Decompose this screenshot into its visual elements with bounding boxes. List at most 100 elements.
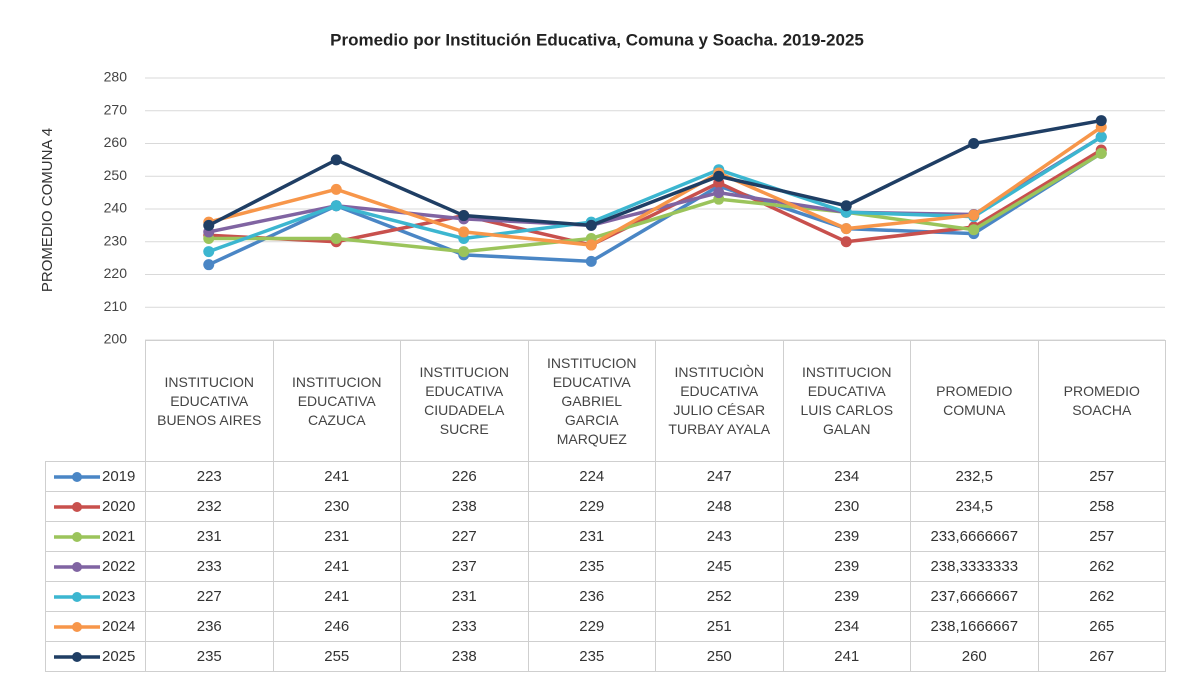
value-cell: 231	[401, 582, 529, 612]
page: Promedio por Institución Educativa, Comu…	[0, 0, 1183, 677]
category-label: INSTITUCION EDUCATIVA BUENOS AIRES	[146, 341, 274, 462]
point	[331, 154, 342, 165]
legend-label: 2019	[102, 468, 135, 485]
y-tick-label: 270	[104, 101, 128, 117]
value-cell: 236	[528, 582, 656, 612]
legend-label: 2023	[102, 588, 135, 605]
value-cell: 231	[528, 522, 656, 552]
value-cell: 245	[656, 552, 784, 582]
point	[586, 256, 597, 267]
point	[458, 246, 469, 257]
point	[458, 226, 469, 237]
legend-icon	[52, 530, 102, 544]
value-cell: 257	[1038, 462, 1166, 492]
legend-icon	[52, 590, 102, 604]
value-cell: 262	[1038, 582, 1166, 612]
category-label: INSTITUCION EDUCATIVA LUIS CARLOS GALAN	[783, 341, 911, 462]
point	[713, 171, 724, 182]
point	[203, 246, 214, 257]
value-cell: 238,3333333	[911, 552, 1039, 582]
legend-label: 2024	[102, 618, 135, 635]
value-cell: 234	[783, 462, 911, 492]
value-cell: 234	[783, 612, 911, 642]
legend-entry: 2021	[46, 522, 146, 552]
point	[586, 220, 597, 231]
legend-marker	[72, 622, 82, 632]
value-cell: 252	[656, 582, 784, 612]
legend-marker	[72, 502, 82, 512]
point	[1096, 131, 1107, 142]
value-cell: 230	[783, 492, 911, 522]
legend-marker	[72, 652, 82, 662]
value-cell: 267	[1038, 642, 1166, 672]
point	[1096, 115, 1107, 126]
value-cell: 246	[273, 612, 401, 642]
value-cell: 236	[146, 612, 274, 642]
y-tick-label: 280	[104, 69, 128, 85]
value-cell: 257	[1038, 522, 1166, 552]
value-cell: 238	[401, 642, 529, 672]
value-cell: 235	[146, 642, 274, 672]
value-cell: 239	[783, 582, 911, 612]
value-cell: 260	[911, 642, 1039, 672]
point	[841, 236, 852, 247]
value-cell: 223	[146, 462, 274, 492]
value-cell: 232	[146, 492, 274, 522]
y-tick-label: 250	[104, 167, 128, 183]
legend-entry: 2023	[46, 582, 146, 612]
value-cell: 241	[783, 642, 911, 672]
value-cell: 231	[273, 522, 401, 552]
category-label: INSTITUCION EDUCATIVA CAZUCA	[273, 341, 401, 462]
value-cell: 232,5	[911, 462, 1039, 492]
value-cell: 239	[783, 522, 911, 552]
value-cell: 229	[528, 492, 656, 522]
legend-entry: 2019	[46, 462, 146, 492]
point	[203, 220, 214, 231]
legend-label: 2020	[102, 498, 135, 515]
value-cell: 226	[401, 462, 529, 492]
value-cell: 237	[401, 552, 529, 582]
value-cell: 234,5	[911, 492, 1039, 522]
value-cell: 237,6666667	[911, 582, 1039, 612]
value-cell: 227	[146, 582, 274, 612]
legend-marker	[72, 592, 82, 602]
point	[203, 259, 214, 270]
data-row: 2020232230238229248230234,5258	[46, 492, 1166, 522]
value-cell: 248	[656, 492, 784, 522]
y-tick-label: 220	[104, 265, 128, 281]
point	[586, 240, 597, 251]
data-row: 2019223241226224247234232,5257	[46, 462, 1166, 492]
value-cell: 251	[656, 612, 784, 642]
legend-label: 2025	[102, 648, 135, 665]
value-cell: 238,1666667	[911, 612, 1039, 642]
category-label: INSTITUCIÒN EDUCATIVA JULIO CÉSAR TURBAY…	[656, 341, 784, 462]
value-cell: 235	[528, 552, 656, 582]
value-cell: 230	[273, 492, 401, 522]
value-cell: 233	[401, 612, 529, 642]
value-cell: 241	[273, 552, 401, 582]
chart-title: Promedio por Institución Educativa, Comu…	[330, 30, 864, 49]
value-cell: 238	[401, 492, 529, 522]
value-cell: 258	[1038, 492, 1166, 522]
category-label: PROMEDIO SOACHA	[1038, 341, 1166, 462]
value-cell: 243	[656, 522, 784, 552]
data-row: 2022233241237235245239238,3333333262	[46, 552, 1166, 582]
value-cell: 233,6666667	[911, 522, 1039, 552]
legend-icon	[52, 470, 102, 484]
legend-entry: 2022	[46, 552, 146, 582]
legend-marker	[72, 532, 82, 542]
value-cell: 231	[146, 522, 274, 552]
legend-entry: 2025	[46, 642, 146, 672]
point	[458, 210, 469, 221]
legend-entry: 2020	[46, 492, 146, 522]
point	[841, 223, 852, 234]
legend-marker	[72, 562, 82, 572]
y-tick-label: 260	[104, 134, 128, 150]
corner	[46, 341, 146, 462]
value-cell: 247	[656, 462, 784, 492]
legend-marker	[72, 472, 82, 482]
